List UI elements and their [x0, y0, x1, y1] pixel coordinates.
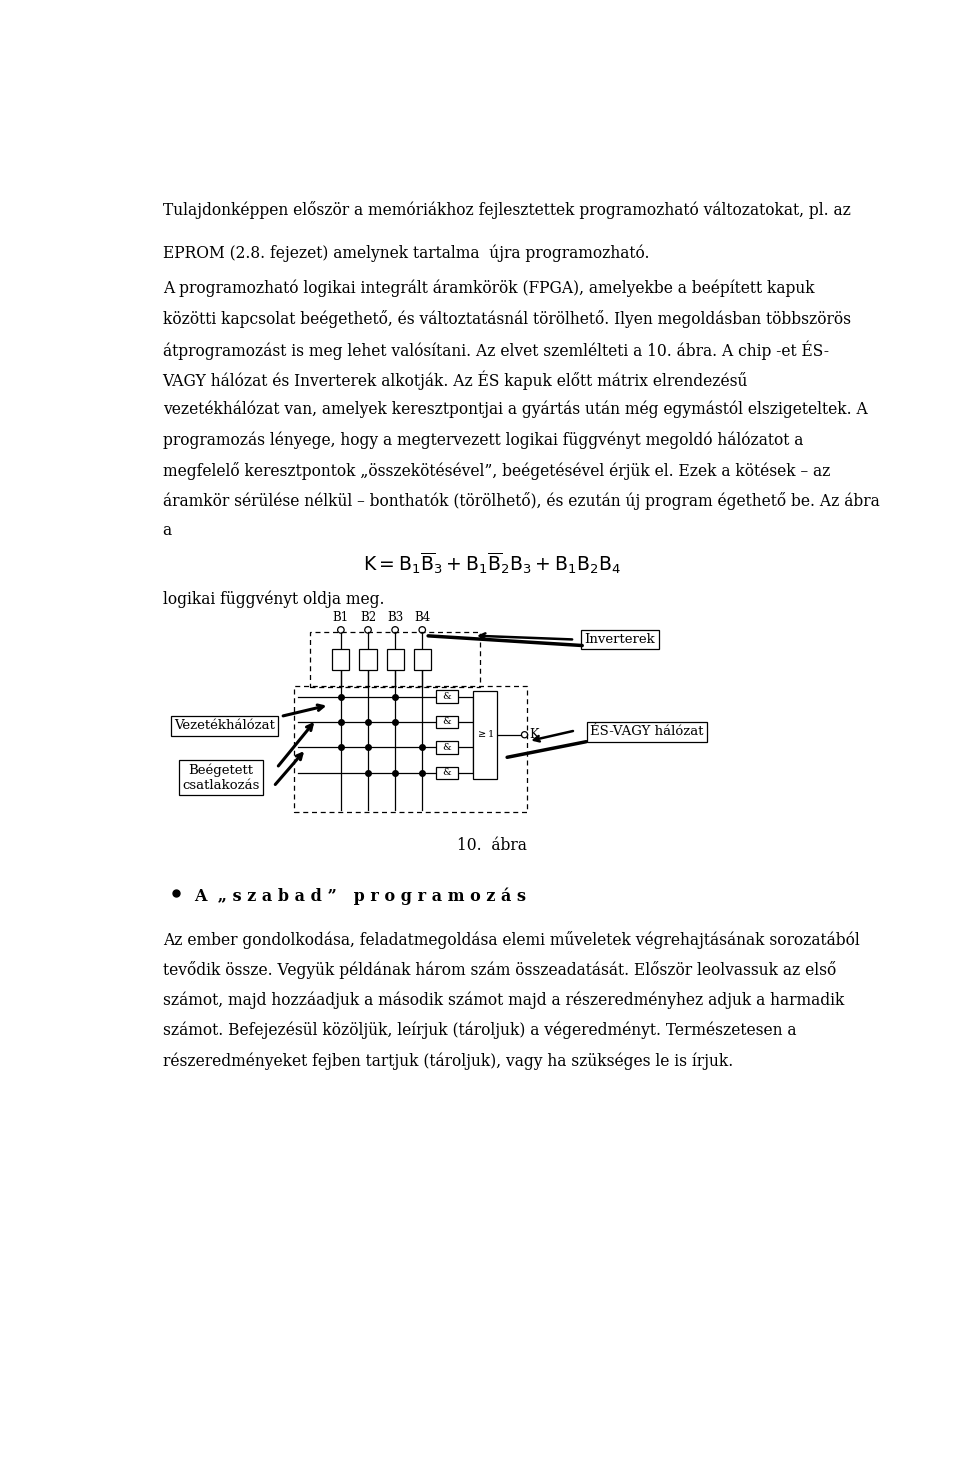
Text: tevődik össze. Vegyük példának három szám összeadatását. Először leolvassuk az e: tevődik össze. Vegyük példának három szá… [162, 960, 836, 980]
Text: EPROM (2.8. fejezet) amelynek tartalma  újra programozható.: EPROM (2.8. fejezet) amelynek tartalma ú… [162, 245, 649, 262]
Text: B2: B2 [360, 611, 376, 625]
Text: &: & [443, 692, 451, 701]
Text: áramkör sérülése nélkül – bonthatók (törölhető), és ezután új program égethető b: áramkör sérülése nélkül – bonthatók (tör… [162, 492, 879, 510]
Bar [295, 686, 527, 812]
Text: A  „ s z a b a d ”   p r o g r a m o z á s: A „ s z a b a d ” p r o g r a m o z á s [194, 887, 526, 904]
Text: a: a [162, 523, 172, 539]
Text: programozás lényege, hogy a megtervezett logikai függvényt megoldó hálózatot a: programozás lényege, hogy a megtervezett… [162, 432, 803, 449]
Text: közötti kapcsolat beégethető, és változtatásnál törölhető. Ilyen megoldásban töb: közötti kapcsolat beégethető, és változt… [162, 309, 851, 327]
Text: $\mathrm{K = B_1\overline{B}_3 + B_1\overline{B}_2B_3 + B_1B_2B_4}$: $\mathrm{K = B_1\overline{B}_3 + B_1\ove… [363, 551, 621, 576]
Bar [436, 716, 458, 728]
Text: &: & [443, 717, 451, 726]
Text: ÉS-VAGY hálózat: ÉS-VAGY hálózat [590, 725, 704, 738]
Text: Az ember gondolkodása, feladatmegoldása elemi műveletek végrehajtásának sorozatá: Az ember gondolkodása, feladatmegoldása … [162, 931, 859, 949]
Bar [414, 648, 431, 670]
Text: vezetékhálózat van, amelyek keresztpontjai a gyártás után még egymástól elsziget: vezetékhálózat van, amelyek keresztpontj… [162, 401, 868, 418]
Bar [436, 691, 458, 703]
Text: logikai függvényt oldja meg.: logikai függvényt oldja meg. [162, 591, 384, 608]
Text: 10.  ábra: 10. ábra [457, 838, 527, 854]
Text: számot, majd hozzáadjuk a második számot majd a részeredményhez adjuk a harmadik: számot, majd hozzáadjuk a második számot… [162, 991, 844, 1009]
Text: részeredményeket fejben tartjuk (tároljuk), vagy ha szükséges le is írjuk.: részeredményeket fejben tartjuk (tárolju… [162, 1052, 732, 1069]
Text: $\geq$1: $\geq$1 [475, 728, 494, 738]
Text: számot. Befejezésül közöljük, leírjuk (tároljuk) a végeredményt. Természetesen a: számot. Befejezésül közöljük, leírjuk (t… [162, 1022, 796, 1040]
Bar [332, 648, 349, 670]
Bar [436, 766, 458, 779]
Text: B4: B4 [414, 611, 430, 625]
Text: átprogramozást is meg lehet valósítani. Az elvet szemlélteti a 10. ábra. A chip : átprogramozást is meg lehet valósítani. … [162, 340, 828, 359]
Text: megfelelő keresztpontok „összekötésével”, beégetésével érjük el. Ezek a kötések : megfelelő keresztpontok „összekötésével”… [162, 461, 830, 480]
Text: VAGY hálózat és Inverterek alkotják. Az ÉS kapuk előtt mátrix elrendezésű: VAGY hálózat és Inverterek alkotják. Az … [162, 370, 748, 390]
Text: B3: B3 [387, 611, 403, 625]
Bar [473, 691, 496, 779]
Bar [310, 632, 480, 688]
Bar [436, 741, 458, 754]
Text: A programozható logikai integrált áramkörök (FPGA), amelyekbe a beépített kapuk: A programozható logikai integrált áramkö… [162, 280, 814, 296]
Text: B1: B1 [333, 611, 348, 625]
Text: Beégetett
csatlakozás: Beégetett csatlakozás [182, 763, 259, 791]
Bar [387, 648, 403, 670]
Text: Vezetékhálózat: Vezetékhálózat [174, 719, 276, 732]
Text: Inverterek: Inverterek [585, 633, 656, 647]
Text: K: K [529, 728, 539, 741]
Text: Tulajdonképpen először a memóriákhoz fejlesztettek programozható változatokat, p: Tulajdonképpen először a memóriákhoz fej… [162, 200, 851, 218]
Text: &: & [443, 769, 451, 778]
Bar [359, 648, 376, 670]
Text: &: & [443, 742, 451, 753]
